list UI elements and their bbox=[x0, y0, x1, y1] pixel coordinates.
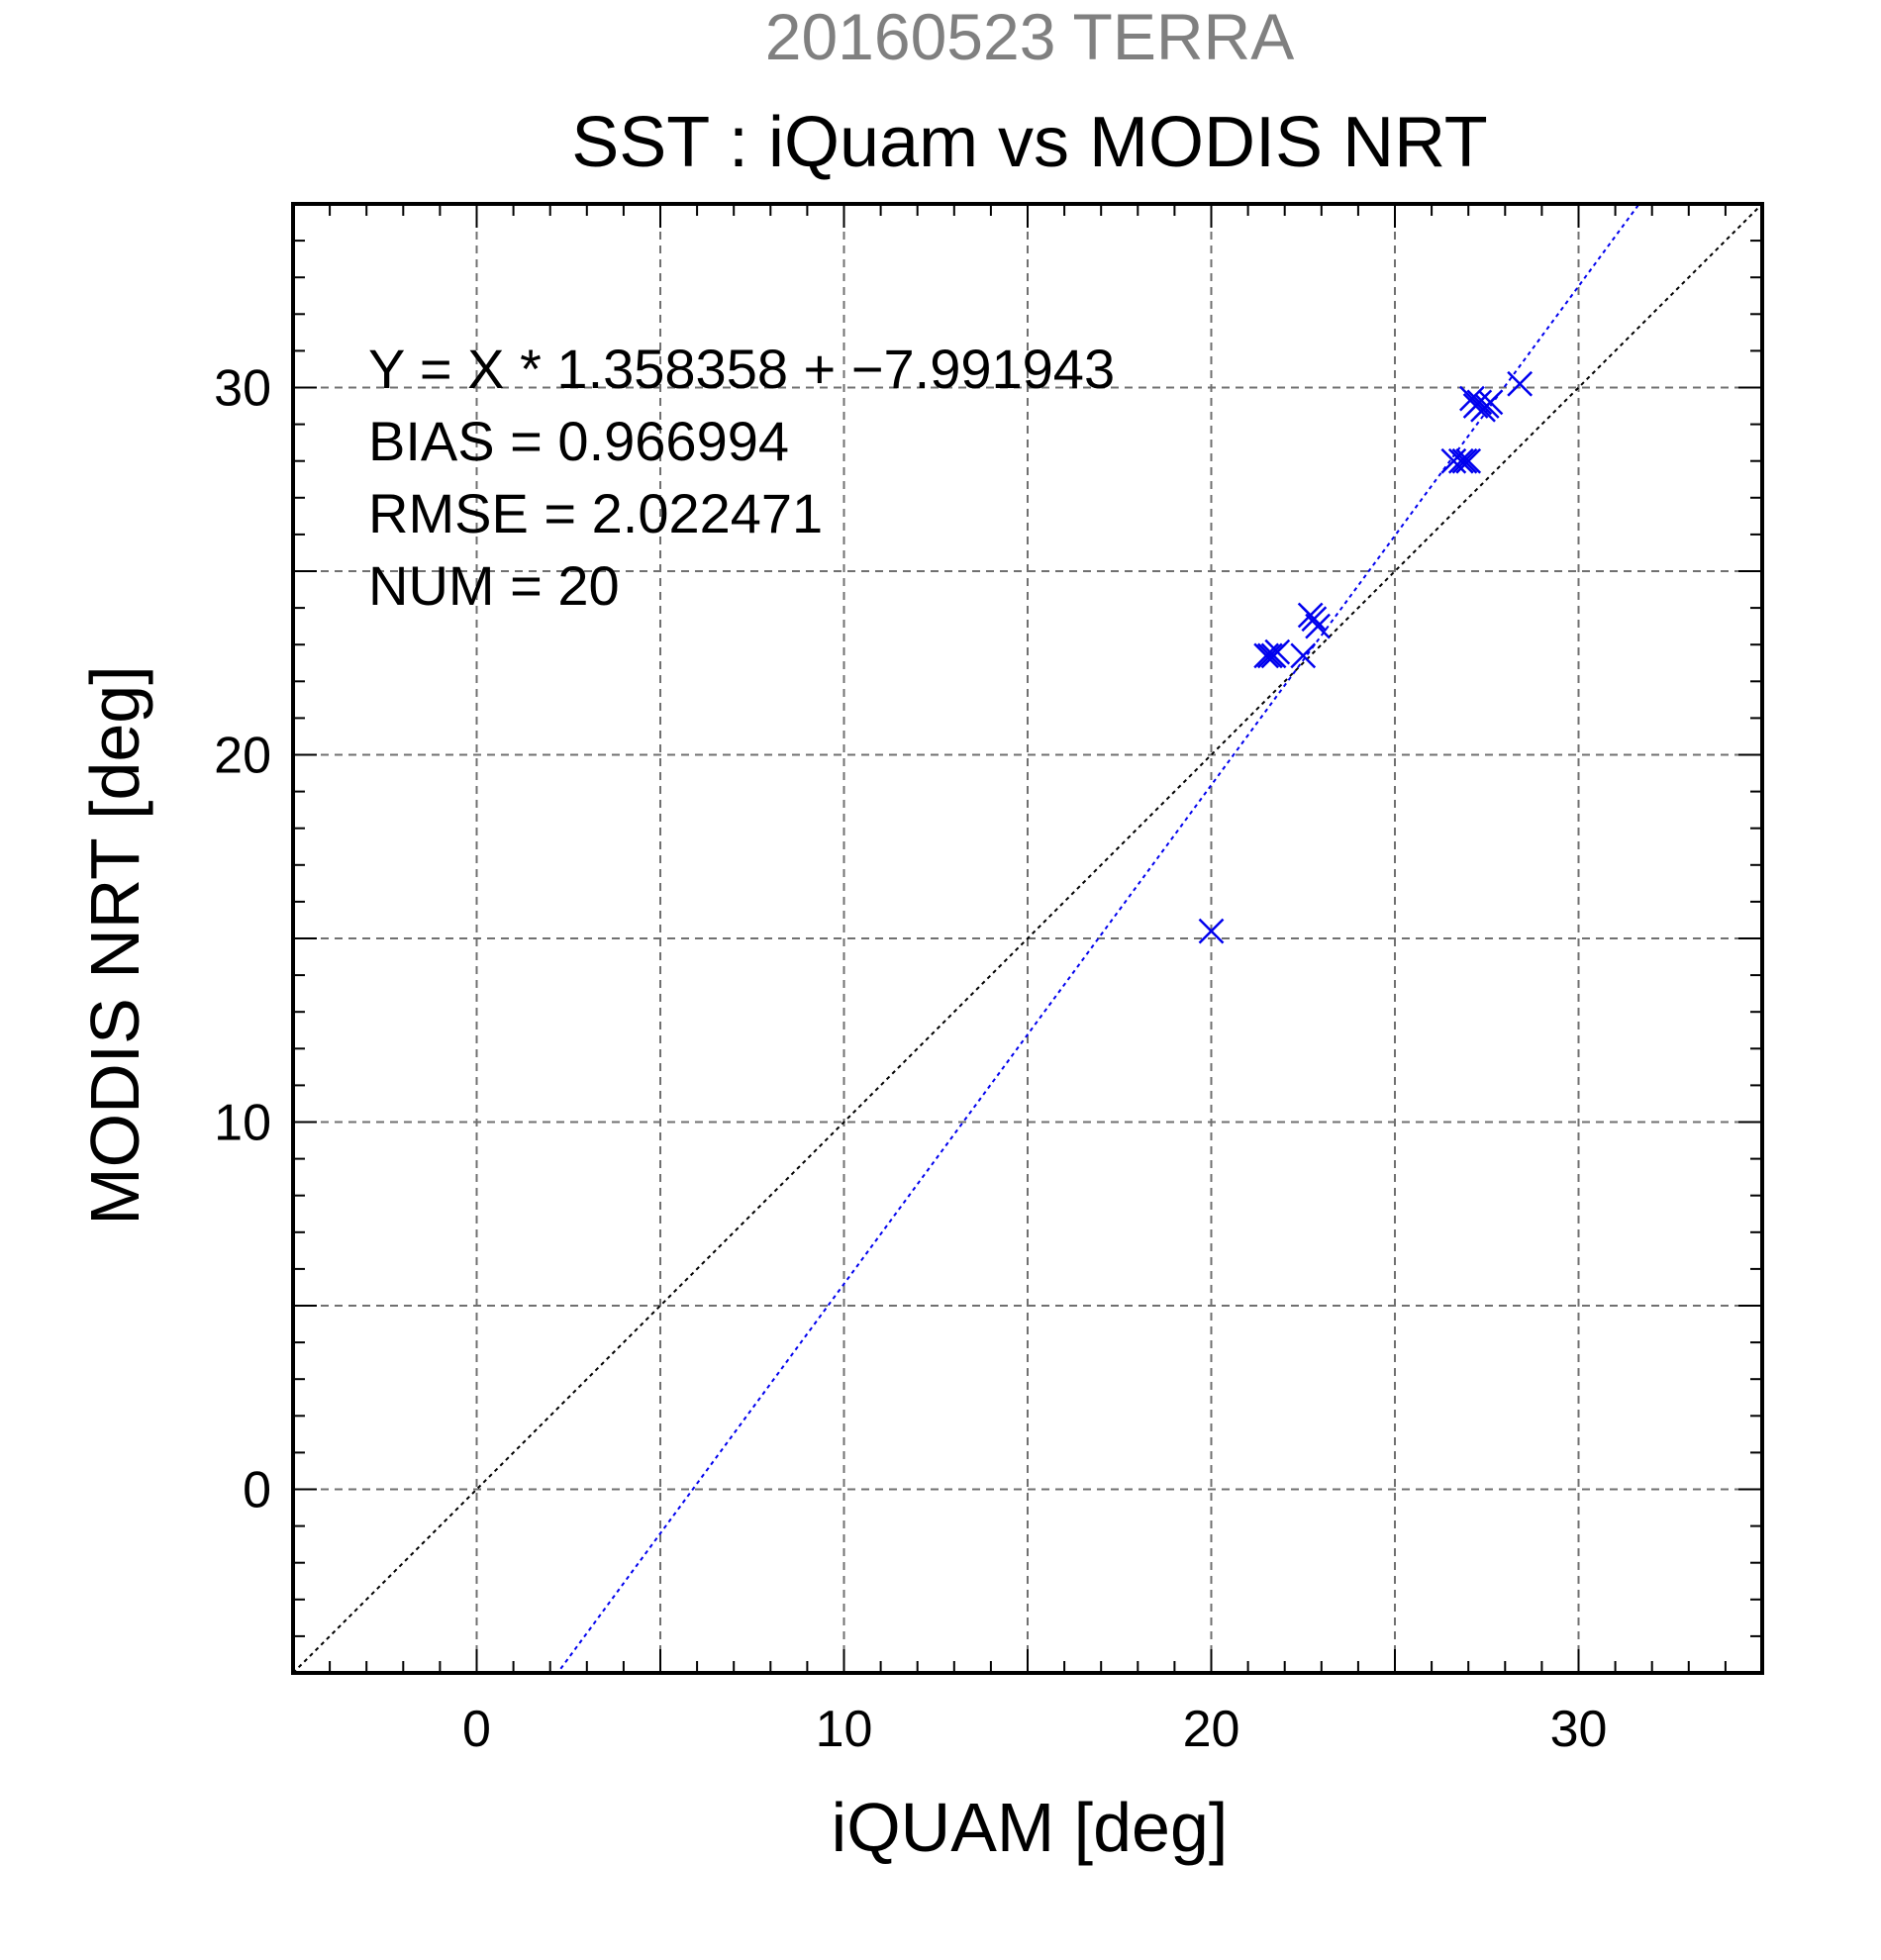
y-tick-label: 20 bbox=[214, 728, 271, 785]
data-point bbox=[1264, 638, 1291, 665]
marker-stroke bbox=[1301, 606, 1328, 633]
plot-frame bbox=[291, 202, 1764, 1675]
data-point bbox=[1466, 389, 1493, 416]
y-tick-label: 10 bbox=[214, 1095, 271, 1152]
x-axis-label: iQUAM [deg] bbox=[832, 1789, 1229, 1866]
marker-stroke bbox=[1477, 389, 1504, 416]
data-point bbox=[1290, 642, 1317, 669]
stats-line: RMSE = 2.022471 bbox=[368, 482, 823, 544]
x-tick-label: 0 bbox=[462, 1701, 491, 1758]
marker-stroke bbox=[1305, 613, 1331, 639]
stats-annotation: Y = X * 1.358358 + −7.991943 BIAS = 0.966… bbox=[368, 338, 1115, 617]
data-point bbox=[1451, 447, 1478, 474]
data-point bbox=[1507, 370, 1534, 397]
marker-stroke bbox=[1290, 642, 1317, 669]
marker-stroke bbox=[1455, 447, 1482, 474]
x-tick-label: 20 bbox=[1183, 1701, 1240, 1758]
y-tick-label: 30 bbox=[214, 360, 271, 418]
stats-line: Y = X * 1.358358 + −7.991943 bbox=[368, 338, 1115, 400]
x-tick-label: 30 bbox=[1550, 1701, 1608, 1758]
data-point bbox=[1198, 918, 1225, 944]
y-axis-label: MODIS NRT [deg] bbox=[76, 665, 153, 1225]
data-point bbox=[1305, 613, 1331, 639]
marker-stroke bbox=[1198, 918, 1225, 944]
data-point bbox=[1477, 389, 1504, 416]
reference-lines bbox=[293, 204, 1762, 1673]
marker-stroke bbox=[1451, 447, 1478, 474]
marker-stroke bbox=[1264, 638, 1291, 665]
data-point bbox=[1256, 642, 1283, 669]
data-point bbox=[1455, 447, 1482, 474]
marker-stroke bbox=[1447, 447, 1474, 474]
regression-line bbox=[555, 204, 1640, 1673]
marker-stroke bbox=[1466, 389, 1493, 416]
chart-title: SST : iQuam vs MODIS NRT bbox=[571, 103, 1488, 182]
stats-line: BIAS = 0.966994 bbox=[368, 410, 789, 472]
y-tick-label: 0 bbox=[243, 1462, 271, 1519]
tick-labels: 0 10 20 30 0 10 20 30 bbox=[214, 360, 1607, 1759]
x-tick-label: 10 bbox=[816, 1701, 873, 1758]
chart-subtitle: 20160523 TERRA bbox=[765, 0, 1294, 73]
data-point bbox=[1447, 447, 1474, 474]
identity-line bbox=[293, 204, 1762, 1673]
marker-stroke bbox=[1507, 370, 1534, 397]
data-points bbox=[1198, 370, 1534, 944]
data-point bbox=[1301, 606, 1328, 633]
marker-stroke bbox=[1256, 642, 1283, 669]
stats-line: NUM = 20 bbox=[368, 554, 620, 617]
